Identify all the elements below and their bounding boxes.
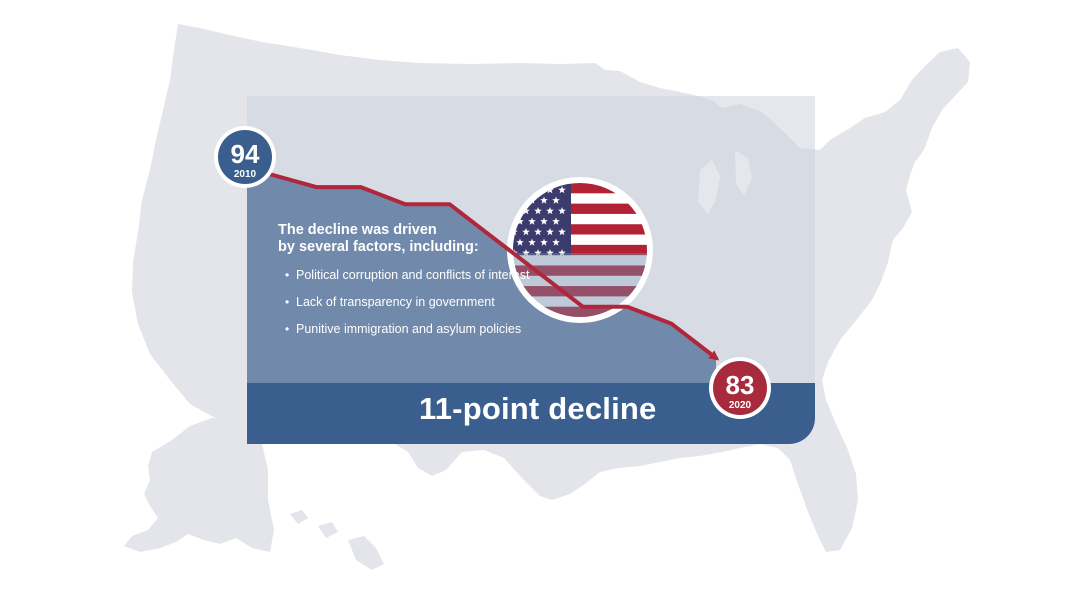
decline-area (247, 172, 716, 383)
decline-area-fill (247, 172, 716, 383)
hawaii-shape (290, 510, 384, 570)
flag-stripe (513, 234, 647, 246)
flag-star (522, 228, 530, 236)
flag-star (516, 217, 524, 225)
flag-star (558, 186, 566, 194)
flag-star (552, 196, 560, 204)
flag-star (522, 249, 530, 257)
bullet-icon: • (285, 268, 290, 282)
flag-star (516, 238, 524, 246)
end-year: 2020 (729, 400, 752, 411)
factor-item: • Punitive immigration and asylum policie… (278, 322, 538, 337)
factor-item: • Lack of transparency in government (278, 295, 538, 310)
end-badge-fill (713, 361, 767, 415)
start-year: 2010 (234, 169, 257, 180)
flag-star (540, 196, 548, 204)
flag-stripe (513, 306, 647, 317)
flag-stripe (513, 275, 647, 287)
start-badge-fill (218, 130, 272, 184)
flag-star (534, 228, 542, 236)
flag-stripe (513, 203, 647, 215)
flag-star (528, 217, 536, 225)
flag-star (558, 207, 566, 215)
flag-star (552, 238, 560, 246)
factor-text: Punitive immigration and asylum policies (296, 322, 522, 336)
flag-star (540, 217, 548, 225)
flag-star (528, 238, 536, 246)
flag-star (546, 228, 554, 236)
flag-stripe (513, 265, 647, 277)
end-badge: 83 2020 (709, 357, 771, 419)
end-value: 83 (726, 370, 755, 400)
start-value: 94 (231, 139, 260, 169)
series-line (260, 170, 720, 361)
factors-block: The decline was driven by several factor… (278, 222, 538, 349)
decline-title: 11-point decline (419, 391, 657, 426)
flag-star (534, 249, 542, 257)
flag-stripe (513, 244, 647, 256)
factor-text: Political corruption and conflicts of in… (296, 268, 530, 282)
factor-item: • Political corruption and conflicts of i… (278, 268, 538, 283)
factors-heading-line1: The decline was driven (278, 222, 437, 238)
alaska-shape (124, 418, 274, 552)
start-badge: 94 2010 (214, 126, 276, 188)
data-points (270, 168, 718, 360)
bullet-icon: • (285, 322, 290, 336)
flag-stripe (513, 255, 647, 266)
factors-heading-line2: by several factors, including: (278, 239, 479, 255)
flag-star (522, 207, 530, 215)
flag-stripe (513, 296, 647, 307)
factors-list: • Political corruption and conflicts of i… (278, 268, 538, 337)
factor-text: Lack of transparency in government (296, 295, 495, 309)
flag-stripe (513, 183, 647, 194)
flag-star (546, 249, 554, 257)
factors-heading: The decline was driven by several factor… (278, 222, 538, 256)
flag-star (558, 228, 566, 236)
bullet-icon: • (285, 295, 290, 309)
flag-stripe (513, 213, 647, 225)
flag-star (558, 249, 566, 257)
flag-star (546, 207, 554, 215)
flag-star (534, 207, 542, 215)
flag-star (552, 217, 560, 225)
flag-stripe (513, 193, 647, 204)
flag-stripe (513, 224, 647, 235)
flag-star (540, 238, 548, 246)
flag-stripe (513, 286, 647, 297)
